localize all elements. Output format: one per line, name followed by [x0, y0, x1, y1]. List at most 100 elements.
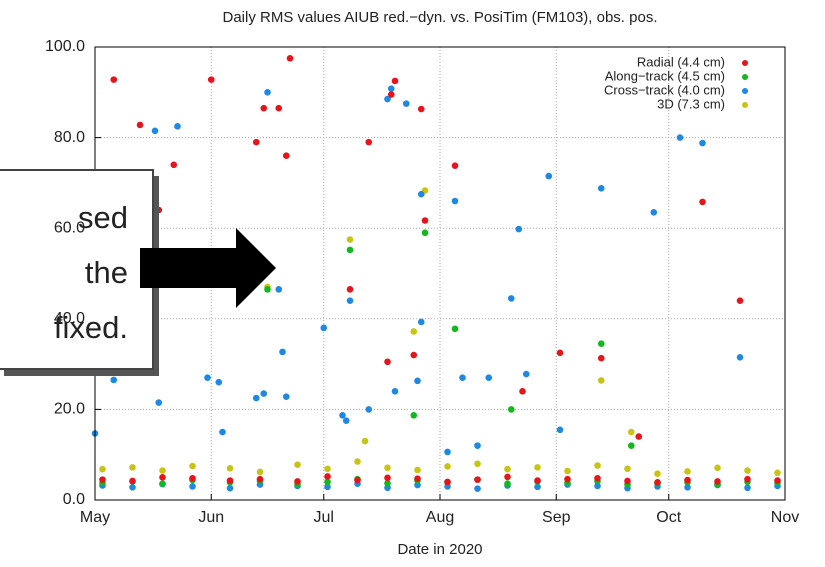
point	[774, 469, 781, 477]
point	[260, 390, 268, 397]
point	[474, 460, 481, 468]
point	[324, 465, 331, 473]
point	[384, 464, 391, 472]
point	[294, 478, 301, 485]
point	[294, 461, 301, 468]
point	[627, 428, 635, 436]
point	[365, 138, 373, 146]
point	[346, 246, 354, 254]
point	[275, 286, 283, 293]
point	[417, 105, 425, 113]
point	[159, 467, 166, 474]
point	[451, 162, 459, 169]
point	[110, 376, 118, 384]
point	[286, 55, 294, 62]
point	[594, 474, 601, 482]
y-tick-label: 40.0	[54, 310, 85, 327]
point	[451, 325, 459, 333]
point	[110, 76, 118, 83]
point	[189, 474, 196, 482]
point	[507, 295, 515, 302]
point	[342, 417, 350, 425]
point	[204, 374, 211, 381]
x-tick-label: Jun	[198, 509, 224, 526]
point	[346, 297, 354, 304]
point	[744, 484, 751, 492]
point	[414, 466, 421, 474]
point	[159, 474, 166, 481]
point	[170, 161, 178, 169]
point	[215, 378, 223, 386]
point	[744, 475, 751, 483]
y-tick-label: 100.0	[45, 38, 85, 55]
point	[402, 100, 410, 107]
point	[324, 483, 331, 491]
point	[421, 217, 429, 224]
callout-text: sed	[78, 200, 128, 235]
point	[676, 134, 684, 141]
point	[714, 464, 721, 472]
point	[320, 324, 328, 332]
point	[444, 478, 451, 486]
point	[519, 387, 526, 395]
point	[515, 225, 523, 233]
point	[282, 393, 290, 401]
legend-swatch	[742, 102, 748, 108]
point	[417, 190, 425, 198]
point	[522, 370, 530, 378]
point	[410, 328, 418, 335]
point	[504, 480, 511, 487]
point	[219, 428, 226, 436]
x-tick-label: Aug	[426, 509, 454, 526]
point	[384, 95, 391, 103]
point	[226, 464, 234, 472]
point	[384, 479, 391, 487]
x-tick-label: Sep	[542, 509, 571, 526]
point	[260, 104, 268, 112]
point	[151, 127, 159, 135]
point	[594, 482, 601, 490]
legend-label: Radial (4.4 cm)	[637, 54, 725, 69]
point	[684, 484, 691, 491]
point	[129, 477, 136, 485]
point	[346, 286, 354, 293]
x-tick-label: Oct	[656, 509, 681, 526]
point	[545, 172, 553, 180]
point	[534, 464, 541, 471]
point	[650, 209, 658, 216]
point	[282, 152, 290, 160]
point	[421, 229, 429, 237]
point	[714, 478, 721, 485]
point	[252, 394, 260, 402]
point	[264, 89, 271, 96]
point	[365, 406, 373, 413]
point	[504, 465, 511, 473]
y-tick-label: 60.0	[54, 219, 85, 236]
point	[324, 473, 331, 480]
legend-label: Cross−track (4.0 cm)	[604, 82, 725, 97]
point	[346, 236, 354, 243]
point	[597, 340, 605, 348]
marks	[91, 55, 781, 492]
point	[414, 377, 421, 385]
point	[384, 474, 391, 482]
point	[597, 354, 605, 362]
point	[654, 479, 661, 486]
point	[624, 465, 631, 473]
point	[417, 318, 425, 326]
point	[264, 286, 271, 293]
point	[699, 139, 706, 147]
point	[414, 475, 421, 483]
point	[136, 121, 144, 129]
y-tick-label: 0.0	[63, 491, 85, 508]
x-tick-label: May	[80, 509, 110, 526]
point	[391, 387, 399, 395]
point	[384, 484, 391, 492]
point	[597, 377, 605, 384]
point	[474, 476, 481, 483]
point	[159, 480, 166, 487]
point	[699, 198, 706, 206]
point	[324, 478, 331, 486]
point	[444, 463, 451, 470]
